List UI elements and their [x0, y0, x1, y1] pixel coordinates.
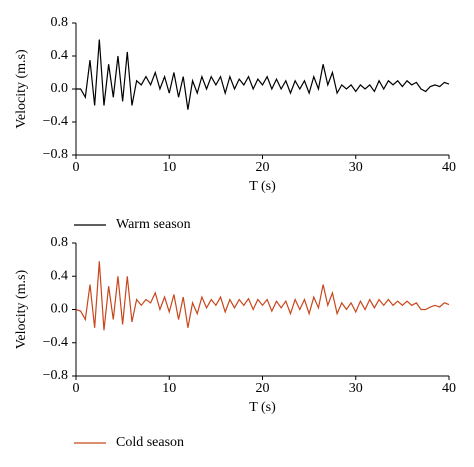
y-tick-label: −0.8 [43, 368, 68, 383]
legend-label: Cold season [116, 435, 184, 450]
y-tick-label: 0.0 [51, 302, 69, 317]
legend-label: Warm season [116, 217, 191, 232]
y-tick-label: −0.4 [43, 114, 68, 129]
y-tick-label: −0.8 [43, 147, 68, 162]
x-tick-label: 0 [73, 381, 80, 396]
y-tick-label: 0.4 [51, 268, 69, 283]
x-tick-label: 30 [349, 381, 363, 396]
y-tick-label: 0.8 [51, 15, 69, 30]
series-line [76, 39, 450, 110]
x-tick-label: 40 [442, 381, 456, 396]
x-tick-label: 10 [162, 381, 176, 396]
x-tick-label: 20 [256, 381, 270, 396]
y-tick-label: −0.4 [43, 335, 68, 350]
y-tick-label: 0.4 [51, 48, 69, 63]
y-tick-label: 0.0 [51, 81, 69, 96]
x-tick-label: 20 [256, 160, 270, 175]
x-tick-label: 40 [442, 160, 456, 175]
y-axis-label: Velocity (m.s) [14, 270, 29, 350]
x-axis-label: T (s) [249, 179, 276, 194]
x-tick-label: 30 [349, 160, 363, 175]
x-axis-label: T (s) [249, 400, 276, 415]
y-axis-label: Velocity (m.s) [14, 49, 29, 129]
y-tick-label: 0.8 [51, 235, 69, 250]
series-line [75, 261, 450, 331]
x-tick-label: 10 [162, 160, 176, 175]
x-tick-label: 0 [73, 160, 80, 175]
